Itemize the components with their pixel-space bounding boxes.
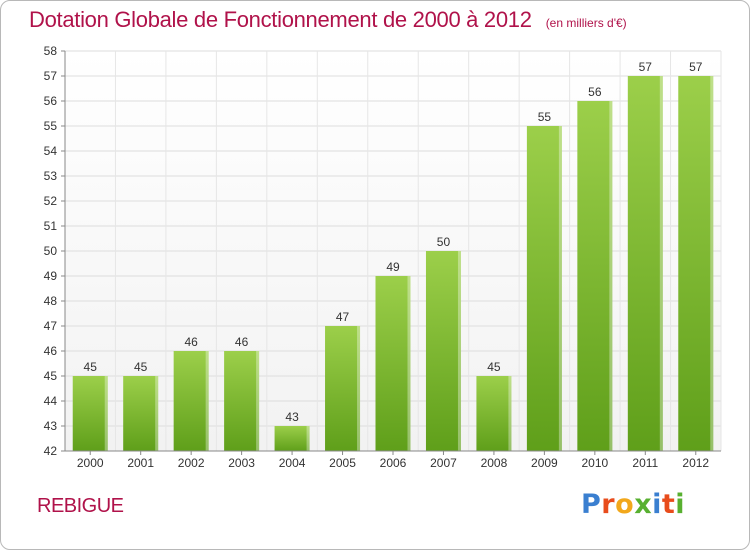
x-tick-label: 2011 [632,456,658,470]
y-tick-label: 43 [44,419,58,433]
chart-title-block: Dotation Globale de Fonctionnement de 20… [29,7,627,33]
x-tick-label: 2002 [178,456,205,470]
bar-value-label: 56 [588,85,602,99]
bar-highlight [256,351,260,451]
bar-value-label: 43 [285,410,299,424]
bar-highlight [205,351,209,451]
bar-value-label: 45 [487,360,501,374]
bar-highlight [457,251,461,451]
bar [375,276,411,451]
bar-value-label: 45 [84,360,98,374]
bar [627,76,663,451]
x-tick-label: 2004 [279,456,306,470]
y-tick-label: 42 [44,444,58,458]
bar-highlight [558,126,562,451]
bar [224,351,260,451]
bar-highlight [357,326,361,451]
bar [476,376,512,451]
y-tick-label: 56 [44,94,58,108]
y-tick-label: 51 [44,219,58,233]
x-tick-label: 2007 [430,456,457,470]
bar-highlight [104,376,108,451]
y-tick-label: 44 [44,394,58,408]
y-tick-label: 55 [44,119,58,133]
y-tick-label: 57 [44,69,58,83]
bar [72,376,108,451]
bar-value-label: 49 [386,260,400,274]
bar [325,326,361,451]
bar-value-label: 46 [235,335,249,349]
bar [173,351,209,451]
bar-highlight [508,376,512,451]
bar-value-label: 57 [689,60,703,74]
x-tick-label: 2010 [581,456,608,470]
bar [577,101,613,451]
bar-value-label: 57 [639,60,653,74]
x-tick-label: 2012 [682,456,709,470]
y-tick-label: 52 [44,194,58,208]
bar [425,251,461,451]
bars: 45 45 46 46 43 47 49 50 45 55 56 57 57 [72,60,714,451]
bar-value-label: 50 [437,235,451,249]
x-tick-label: 2006 [380,456,407,470]
y-tick-label: 54 [44,144,58,158]
bar-highlight [155,376,159,451]
bar [526,126,562,451]
unit-note: (en milliers d'€) [545,16,627,30]
x-tick-label: 2009 [531,456,558,470]
x-tick-label: 2005 [329,456,356,470]
bar-value-label: 45 [134,360,148,374]
y-tick-label: 47 [44,319,58,333]
chart-title: Dotation Globale de Fonctionnement de 20… [29,7,532,32]
axes: 42 43 44 45 46 47 48 49 50 51 52 53 54 55 56 57 58 2000 20… [44,44,721,470]
bar-highlight [659,76,663,451]
y-tick-label: 50 [44,244,58,258]
y-tick-label: 46 [44,344,58,358]
x-tick-label: 2000 [77,456,104,470]
proxiti-logo[interactable]: Proxiti [581,489,686,520]
y-tick-label: 45 [44,369,58,383]
y-tick-label: 58 [44,44,58,58]
bar [274,426,310,451]
y-tick-label: 53 [44,169,58,183]
x-tick-label: 2003 [228,456,255,470]
bar [123,376,159,451]
bar-highlight [710,76,714,451]
x-tick-label: 2008 [481,456,508,470]
bar-value-label: 46 [184,335,198,349]
bar-highlight [306,426,310,451]
commune-name: REBIGUE [37,495,124,517]
bar-value-label: 47 [336,310,350,324]
y-tick-label: 49 [44,269,58,283]
y-tick-label: 48 [44,294,58,308]
bar-value-label: 55 [538,110,552,124]
bar-highlight [407,276,411,451]
bar [678,76,714,451]
x-tick-label: 2001 [127,456,154,470]
bar-highlight [609,101,613,451]
